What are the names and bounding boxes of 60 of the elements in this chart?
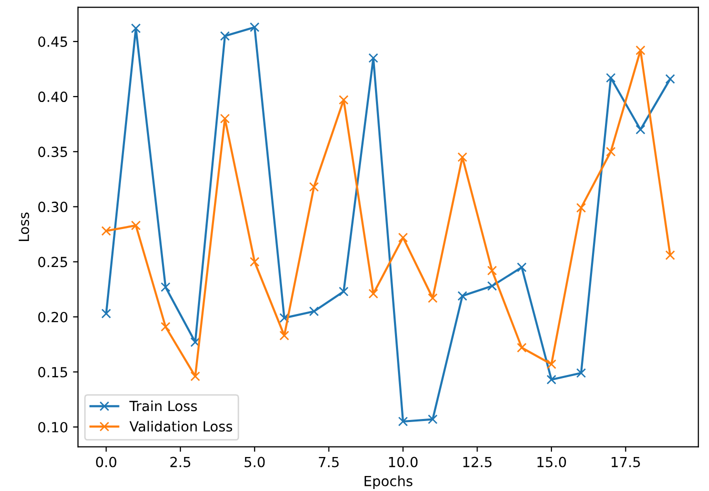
- x-tick-label: 7.5: [318, 456, 339, 468]
- point: [160, 322, 170, 332]
- point: [398, 232, 408, 242]
- point: [636, 124, 646, 134]
- point: [546, 374, 556, 384]
- point: [101, 308, 112, 318]
- y-axis-title: Loss: [18, 212, 30, 241]
- point: [309, 182, 319, 192]
- y-tick-label: 0.30: [38, 202, 68, 212]
- point: [576, 202, 586, 213]
- point: [458, 152, 468, 162]
- x-tick-label: 0.0: [96, 456, 116, 468]
- legend-label: Train Loss: [129, 400, 197, 412]
- point: [398, 416, 408, 426]
- point: [487, 266, 497, 276]
- point: [131, 220, 141, 230]
- x-tick-label: 17.5: [612, 456, 640, 468]
- y-tick-label: 0.10: [38, 422, 68, 432]
- point: [516, 262, 527, 272]
- legend-label: Validation Loss: [129, 420, 232, 432]
- y-tick-label: 0.35: [38, 146, 68, 158]
- point: [101, 226, 112, 236]
- point: [250, 22, 260, 32]
- point: [368, 288, 378, 299]
- y-tick-label: 0.20: [38, 312, 68, 322]
- point: [279, 330, 290, 340]
- point: [190, 337, 200, 348]
- point: [636, 45, 646, 56]
- point: [220, 31, 230, 41]
- x-tick-label: 10.0: [389, 456, 418, 468]
- point: [279, 313, 290, 323]
- x-tick-label: 12.5: [463, 456, 492, 468]
- point: [576, 368, 586, 378]
- point: [338, 286, 349, 296]
- point: [338, 95, 349, 105]
- y-tick-label: 0.15: [38, 366, 68, 378]
- y-tick-label: 0.45: [38, 36, 68, 47]
- point: [160, 282, 170, 292]
- point: [428, 414, 438, 424]
- point: [220, 114, 230, 124]
- y-tick-label: 0.40: [38, 92, 68, 102]
- point: [131, 23, 141, 34]
- point: [606, 146, 616, 157]
- x-axis-title: Epochs: [364, 476, 412, 489]
- y-tick-label: 0.25: [38, 256, 68, 268]
- point: [665, 250, 676, 260]
- point: [516, 342, 527, 353]
- point: [665, 74, 676, 84]
- point: [487, 281, 497, 291]
- x-tick-label: 5.0: [244, 456, 265, 468]
- x-tick-label: 15.0: [537, 456, 566, 468]
- point: [368, 53, 378, 63]
- point: [546, 359, 556, 370]
- x-tick-label: 2.5: [170, 456, 190, 468]
- point: [428, 293, 438, 303]
- point: [190, 371, 200, 382]
- point: [309, 306, 319, 316]
- point: [606, 72, 616, 83]
- point: [458, 291, 468, 301]
- point: [250, 256, 260, 267]
